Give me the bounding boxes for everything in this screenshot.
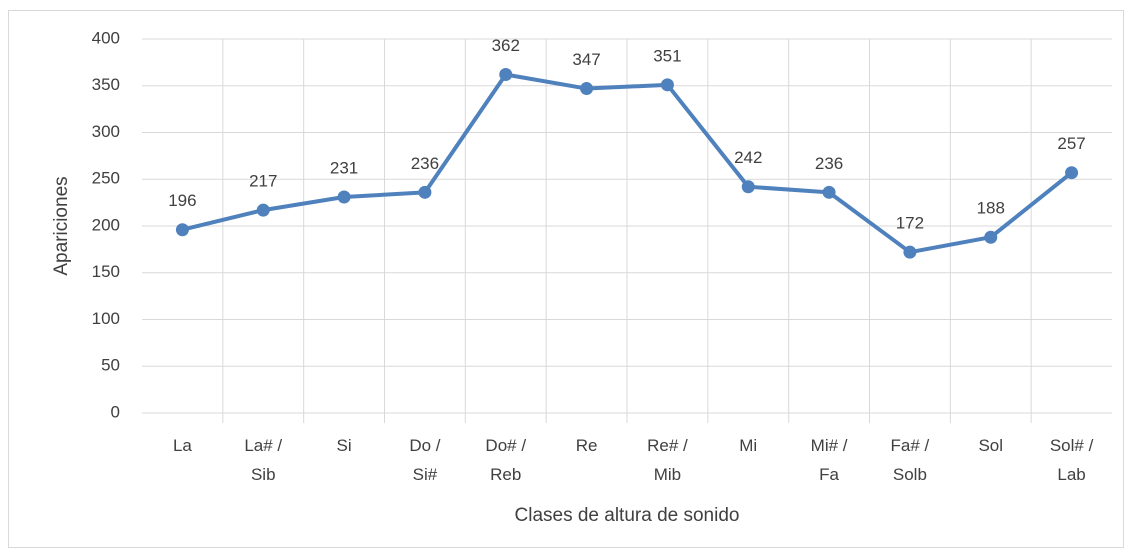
y-tick-label: 50 xyxy=(101,356,120,375)
data-label: 196 xyxy=(168,191,196,210)
y-tick-label: 0 xyxy=(111,402,120,421)
x-tick-label: Sol# / Lab xyxy=(1050,436,1094,484)
data-label: 217 xyxy=(249,172,277,191)
data-label: 362 xyxy=(492,36,520,55)
data-label: 188 xyxy=(977,199,1005,218)
y-tick-label: 200 xyxy=(92,215,120,234)
x-tick-label: Do / Si# xyxy=(409,436,440,484)
data-point xyxy=(337,190,351,204)
x-tick-label: Sol xyxy=(978,436,1003,455)
y-tick-label: 400 xyxy=(92,28,120,47)
data-point xyxy=(580,82,594,96)
data-line xyxy=(181,72,1073,255)
y-tick-label: 300 xyxy=(92,122,120,141)
chart-border xyxy=(8,10,1124,548)
data-label: 242 xyxy=(734,148,762,167)
data-label: 231 xyxy=(330,158,358,177)
data-point xyxy=(418,185,432,199)
y-tick-label: 150 xyxy=(92,262,120,281)
x-axis-title: Clases de altura de sonido xyxy=(515,505,740,526)
data-point xyxy=(499,68,513,82)
data-point xyxy=(256,203,270,217)
x-tick-label: Mi xyxy=(739,436,757,455)
data-label: 236 xyxy=(815,154,843,173)
data-point xyxy=(903,245,917,259)
data-label: 351 xyxy=(653,46,681,65)
y-tick-label: 100 xyxy=(92,309,120,328)
x-tick-label: Si xyxy=(337,436,352,455)
x-tick-label: Re# / Mib xyxy=(647,436,688,484)
data-point xyxy=(822,185,836,199)
x-tick-label: Re xyxy=(576,436,598,455)
data-label: 172 xyxy=(896,214,924,233)
y-tick-label: 350 xyxy=(92,75,120,94)
data-point xyxy=(660,78,674,92)
data-label: 257 xyxy=(1057,134,1085,153)
x-tick-label: Do# / Reb xyxy=(485,436,526,484)
data-label: 347 xyxy=(572,50,600,69)
x-tick-label: La xyxy=(173,436,192,455)
x-tick-label: La# / Sib xyxy=(244,436,282,484)
data-point xyxy=(741,180,755,194)
data-point xyxy=(1065,166,1079,180)
data-point xyxy=(175,223,189,237)
y-axis-title: Apariciones xyxy=(51,176,72,275)
y-tick-label: 250 xyxy=(92,169,120,188)
x-tick-label: Mi# / Fa xyxy=(811,436,848,484)
data-point xyxy=(984,230,998,244)
x-tick-label: Fa# / Solb xyxy=(891,436,930,484)
data-label: 236 xyxy=(411,154,439,173)
